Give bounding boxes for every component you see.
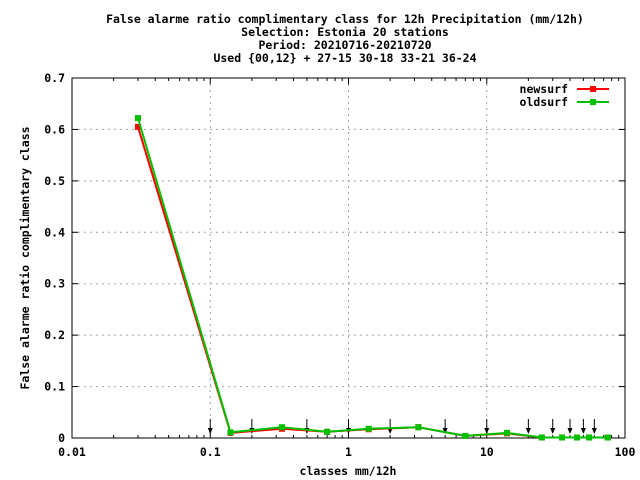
data-point-oldsurf xyxy=(586,434,593,441)
data-point-oldsurf xyxy=(538,434,545,441)
x-tick-label: 0.01 xyxy=(58,445,86,459)
x-tick-label: 1 xyxy=(345,445,352,459)
data-point-oldsurf xyxy=(278,424,285,431)
x-tick-label: 0.1 xyxy=(200,445,221,459)
data-point-oldsurf xyxy=(227,429,234,436)
data-point-oldsurf xyxy=(415,424,422,431)
legend-marker-newsurf xyxy=(590,86,596,92)
x-axis-label: classes mm/12h xyxy=(300,464,397,478)
data-point-oldsurf xyxy=(134,115,141,122)
y-tick-label: 0.6 xyxy=(44,122,65,136)
threshold-arrow-head xyxy=(442,428,448,434)
threshold-arrow-head xyxy=(484,428,490,434)
data-point-oldsurf xyxy=(604,434,611,441)
x-axis: 0.01 0.1 1 10 100 xyxy=(58,78,635,459)
legend-label-newsurf: newsurf xyxy=(520,82,569,96)
data-point-oldsurf xyxy=(365,425,372,432)
title-line-1: False alarme ratio complimentary class f… xyxy=(106,12,584,26)
y-tick-label: 0.7 xyxy=(44,71,65,85)
y-tick-label: 0.5 xyxy=(44,174,65,188)
data-point-oldsurf xyxy=(503,429,510,436)
title-line-4: Used {00,12} + 27-15 30-18 33-21 36-24 xyxy=(213,51,476,65)
data-point-newsurf xyxy=(134,123,141,130)
data-point-oldsurf xyxy=(324,428,331,435)
title-line-3: Period: 20210716-20210720 xyxy=(258,38,431,52)
x-tick-label: 10 xyxy=(480,445,494,459)
series-line-oldsurf xyxy=(137,117,608,439)
y-axis-label: False alarme ratio complimentary class xyxy=(18,126,32,389)
threshold-arrow-head xyxy=(591,428,597,434)
threshold-arrow-head xyxy=(550,428,556,434)
series-line-newsurf xyxy=(137,126,608,439)
legend-label-oldsurf: oldsurf xyxy=(520,95,569,109)
x-tick-label: 100 xyxy=(615,445,636,459)
series-group xyxy=(134,115,611,441)
y-tick-label: 0 xyxy=(58,431,65,445)
y-tick-label: 0.3 xyxy=(44,277,65,291)
class-threshold-arrows xyxy=(207,419,597,434)
chart-title: False alarme ratio complimentary class f… xyxy=(106,12,584,65)
grid xyxy=(72,78,625,438)
title-line-2: Selection: Estonia 20 stations xyxy=(241,25,449,39)
legend-marker-oldsurf xyxy=(590,99,596,105)
y-tick-label: 0.4 xyxy=(44,225,65,239)
threshold-arrow-head xyxy=(207,428,213,434)
y-tick-label: 0.1 xyxy=(44,380,65,394)
threshold-arrow-head xyxy=(567,428,573,434)
data-point-oldsurf xyxy=(462,432,469,439)
threshold-arrow-head xyxy=(387,428,393,434)
threshold-arrow-head xyxy=(580,428,586,434)
y-tick-label: 0.2 xyxy=(44,328,65,342)
threshold-arrow-head xyxy=(525,428,531,434)
y-axis: 0 0.1 0.2 0.3 0.4 0.5 0.6 0.7 xyxy=(44,71,625,445)
data-point-oldsurf xyxy=(558,434,565,441)
data-point-oldsurf xyxy=(574,434,581,441)
